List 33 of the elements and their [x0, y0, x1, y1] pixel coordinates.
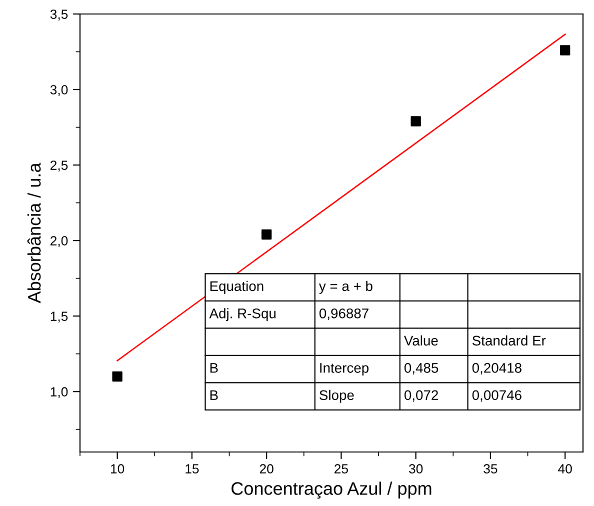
- y-tick-label: 1,5: [50, 312, 68, 323]
- point: [410, 116, 421, 126]
- x-tick-label: 10: [110, 464, 124, 474]
- annotation: 0,20418: [472, 362, 522, 374]
- x-tick-label: 30: [408, 464, 423, 474]
- annotation: Value: [404, 335, 438, 346]
- y-tick-label: 2,5: [50, 160, 68, 172]
- annotation: 0,96887: [319, 308, 368, 320]
- point: [112, 371, 122, 382]
- x-axis-title: Concentraçao Azul / ppm: [232, 482, 432, 499]
- y-tick-label: 2,0: [50, 236, 68, 248]
- x-tick-label: 15: [186, 464, 199, 474]
- annotation: 0,485: [404, 362, 438, 374]
- annotation: y = a + b: [318, 280, 372, 294]
- annotation: Intercep: [320, 363, 369, 376]
- x-tick-label: 25: [334, 464, 348, 474]
- point: [560, 45, 570, 56]
- annotation: Standard Er: [472, 335, 546, 346]
- y-tick-label: 3,0: [50, 85, 68, 96]
- y-tick-label: 3,5: [50, 10, 68, 20]
- annotation: B: [210, 390, 218, 400]
- annotation: B: [210, 363, 218, 373]
- x-tick-label: 35: [484, 464, 498, 474]
- annotation: 0,072: [404, 390, 438, 402]
- point: [261, 229, 272, 240]
- annotation: 0,00746: [472, 390, 522, 402]
- x-tick-label: 40: [558, 464, 572, 474]
- y-axis-title: Absorbância / u.a: [27, 162, 41, 304]
- annotation: Slope: [320, 390, 354, 403]
- annotation: Adj. R-Squ: [209, 308, 276, 322]
- x-tick-label: 20: [260, 464, 274, 474]
- y-tick-label: 1,0: [50, 387, 68, 398]
- annotation: Equation: [210, 280, 264, 294]
